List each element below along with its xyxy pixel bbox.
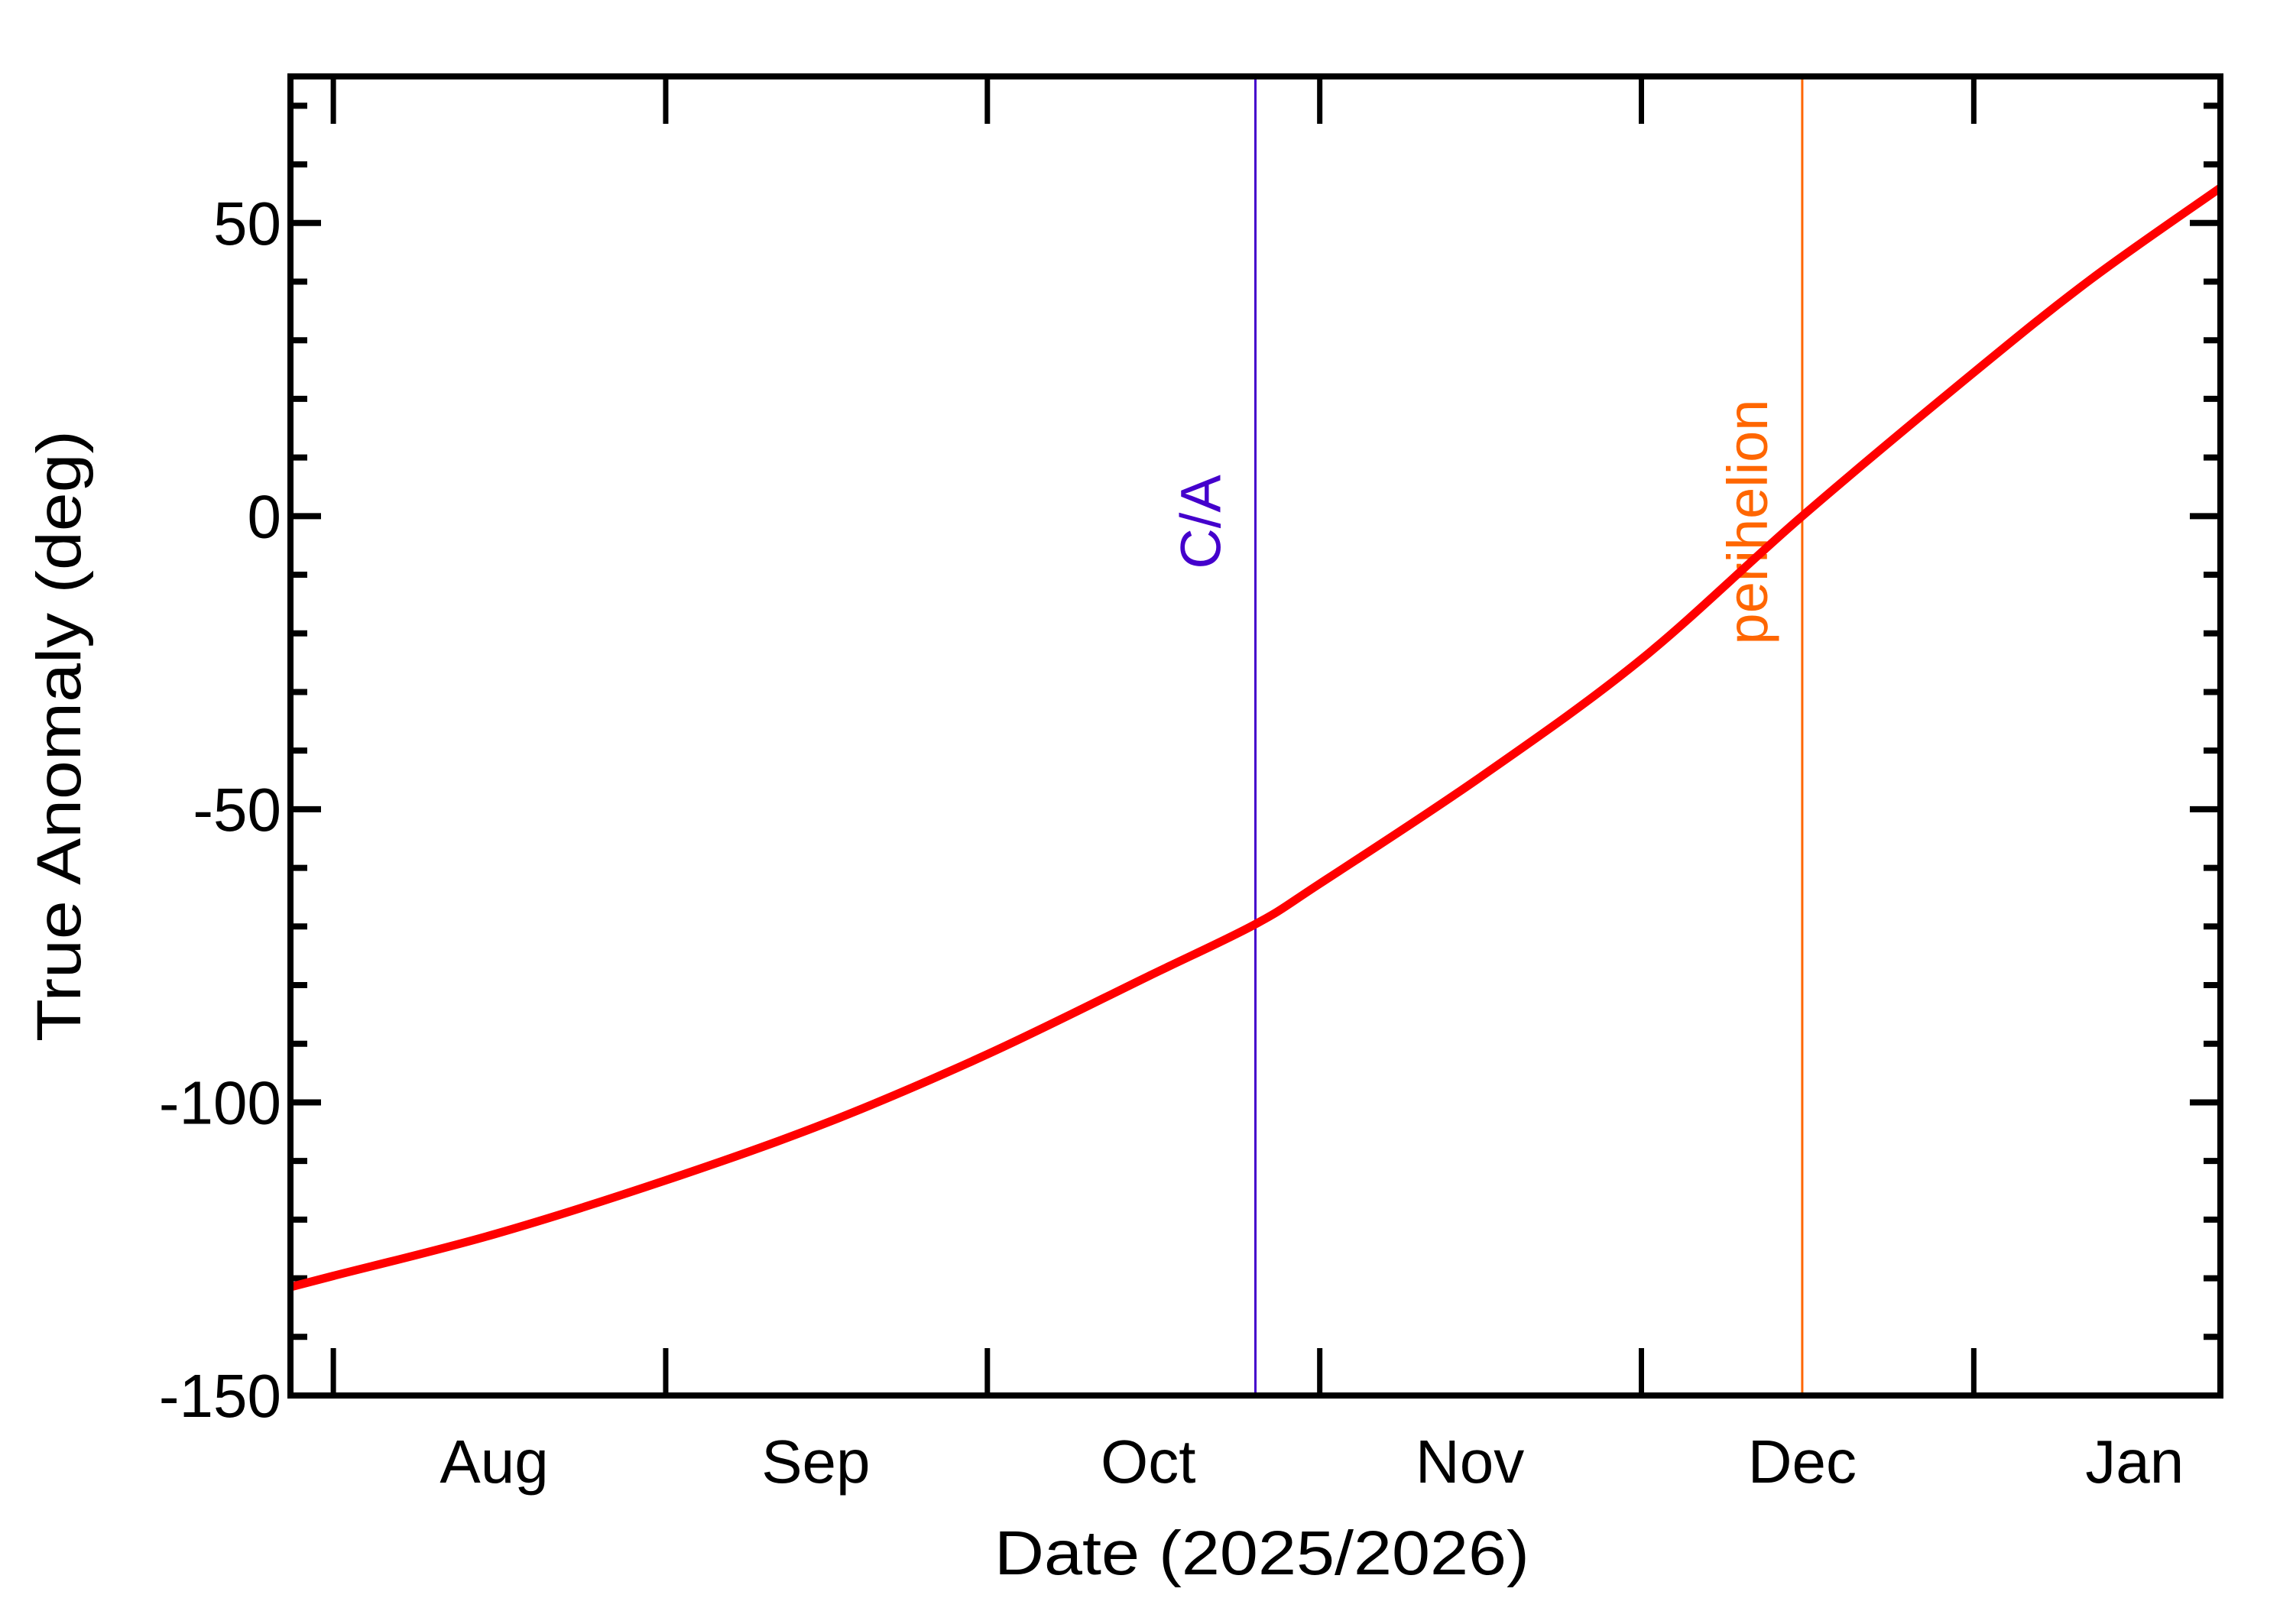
x-tick-label: Nov — [1416, 1428, 1524, 1496]
y-tick-label: 50 — [213, 190, 281, 258]
y-tick-label: -50 — [193, 776, 281, 844]
tick-labels: -150 -100 -50 0 50 Aug Sep Oct Nov Dec Jan — [159, 190, 2184, 1496]
plot-frame — [287, 73, 2223, 1399]
true-anomaly-curve — [289, 184, 2223, 1292]
x-tick-label: Dec — [1748, 1428, 1857, 1496]
y-axis-title: True Anomaly (deg) — [24, 430, 94, 1042]
y-tick-label: -150 — [159, 1362, 281, 1430]
perihelion-label: perihelion — [1716, 400, 1779, 645]
x-tick-label: Oct — [1101, 1428, 1195, 1496]
x-tick-label: Jan — [2085, 1428, 2184, 1496]
y-tick-label: -100 — [159, 1068, 281, 1136]
x-axis-title: Date (2025/2026) — [994, 1519, 1529, 1588]
x-tick-label: Aug — [439, 1428, 548, 1496]
y-tick-label: 0 — [248, 482, 282, 550]
closest-approach-label: C/A — [1169, 475, 1233, 569]
x-tick-label: Sep — [761, 1428, 870, 1496]
